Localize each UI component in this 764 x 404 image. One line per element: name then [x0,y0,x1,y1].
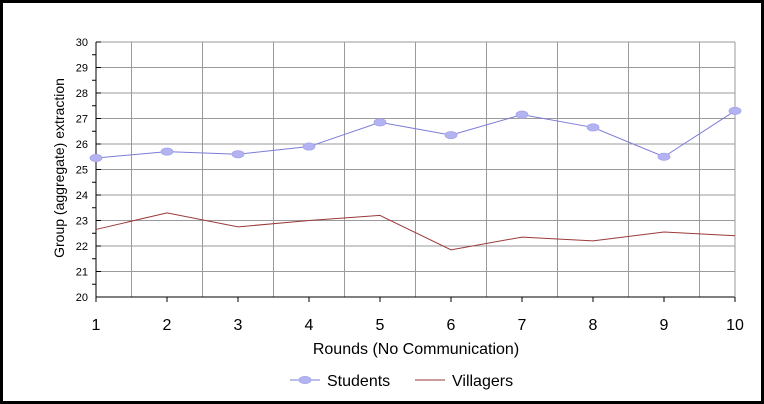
x-tick-label: 3 [234,317,243,334]
y-axis-ticks: 20 21 22 23 24 25 26 27 28 29 30 [76,37,101,304]
y-tick-label: 29 [76,63,88,75]
y-tick-label: 30 [76,37,88,49]
y-tick-label: 21 [76,267,88,279]
data-point-students [89,154,103,163]
legend-label-students: Students [327,373,390,390]
x-tick-label: 6 [447,317,456,334]
y-tick-label: 26 [76,139,88,151]
data-point-students [444,131,458,140]
y-tick-label: 24 [76,190,88,202]
data-point-students [231,150,245,159]
legend: Students Villagers [290,373,513,390]
y-tick-label: 22 [76,241,88,253]
data-point-students [160,147,174,156]
x-tick-label: 1 [92,317,101,334]
data-point-students [728,106,742,115]
y-tick-label: 25 [76,165,88,177]
series-layer [89,106,742,251]
data-point-students [373,118,387,127]
x-tick-label: 9 [660,317,669,334]
data-point-students [302,142,316,151]
x-axis-ticks: 1 2 3 4 5 6 7 8 9 10 [92,297,744,334]
y-tick-label: 28 [76,88,88,100]
data-point-students [586,123,600,132]
x-tick-label: 8 [589,317,598,334]
y-tick-label: 23 [76,216,88,228]
y-tick-label: 27 [76,114,88,126]
y-tick-label: 20 [76,292,88,304]
legend-label-villagers: Villagers [452,373,513,390]
data-point-students [657,152,671,161]
x-tick-label: 7 [518,317,527,334]
x-tick-label: 2 [163,317,172,334]
series-line-students [95,110,736,159]
data-point-students [515,110,529,119]
y-axis-label: Group (aggregate) extraction [51,78,67,258]
series-line-villagers [95,212,736,251]
x-tick-label: 5 [376,317,385,334]
legend-marker-students [298,375,312,384]
x-axis-label: Rounds (No Communication) [313,341,519,358]
x-tick-label: 4 [305,317,314,334]
x-tick-label: 10 [726,317,744,334]
